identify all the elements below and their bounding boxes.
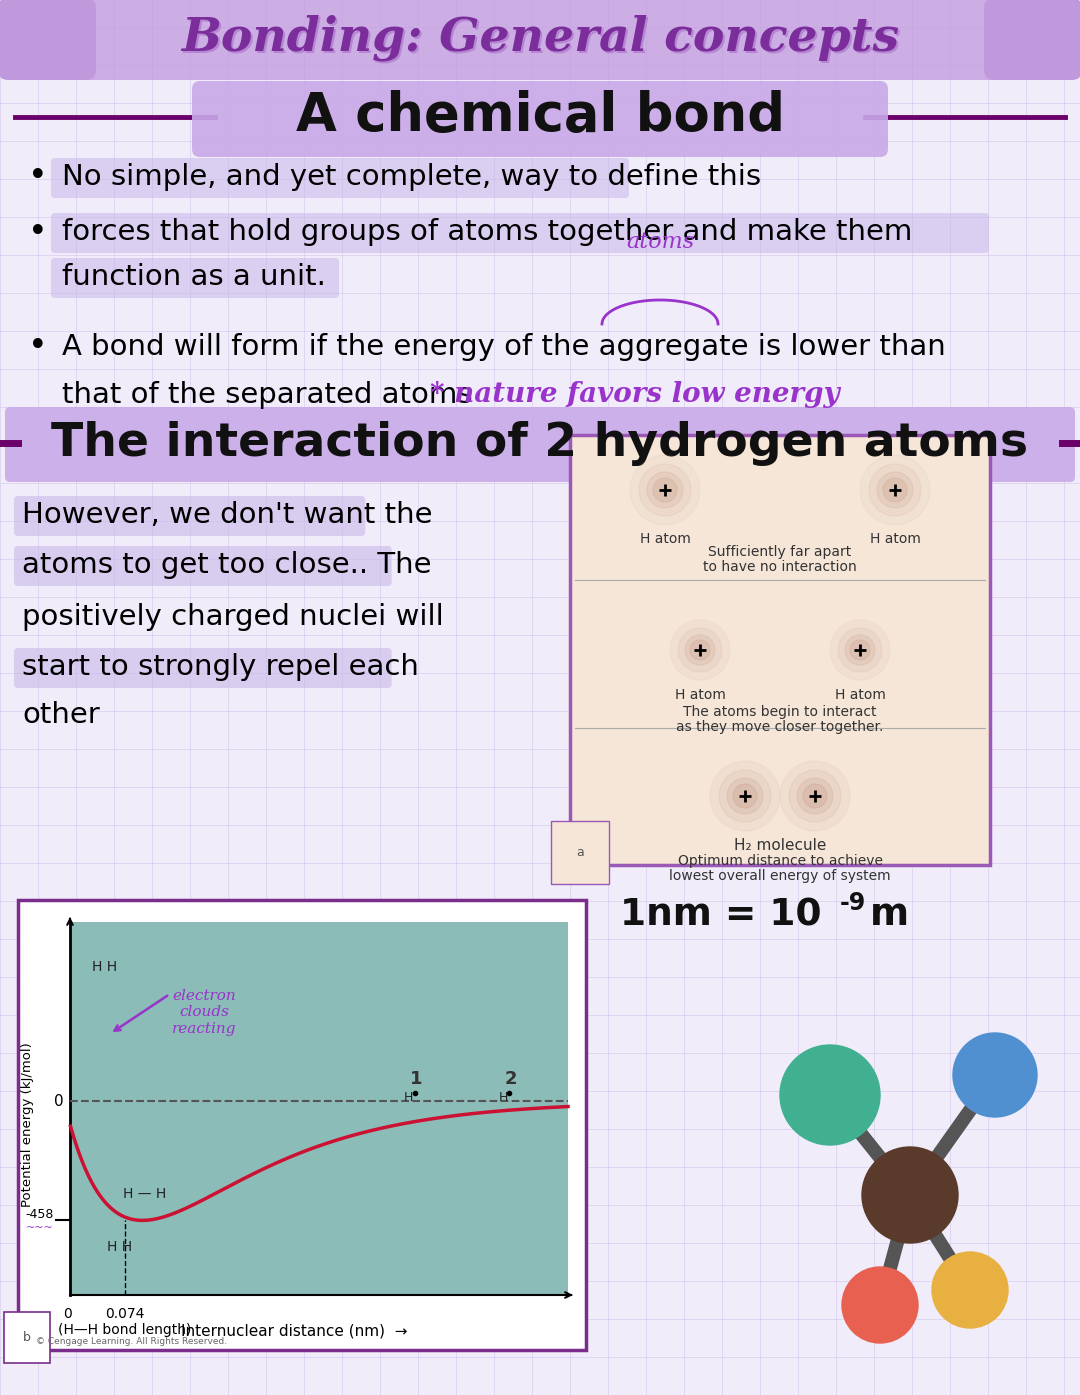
Text: A chemical bond: A chemical bond — [296, 91, 784, 142]
Text: © Cengage Learning. All Rights Reserved.: © Cengage Learning. All Rights Reserved. — [36, 1336, 227, 1346]
Circle shape — [710, 762, 780, 831]
Text: H atom: H atom — [835, 688, 886, 702]
Text: lowest overall energy of system: lowest overall energy of system — [670, 869, 891, 883]
Text: Optimum distance to achieve: Optimum distance to achieve — [677, 854, 882, 868]
Circle shape — [869, 465, 921, 516]
Circle shape — [953, 1034, 1037, 1117]
FancyBboxPatch shape — [192, 81, 888, 158]
Text: However, we don't want the: However, we don't want the — [22, 501, 432, 529]
FancyBboxPatch shape — [51, 213, 989, 252]
Text: start to strongly repel each: start to strongly repel each — [22, 653, 419, 681]
Circle shape — [690, 640, 710, 660]
Circle shape — [678, 628, 723, 672]
Circle shape — [804, 784, 827, 808]
Text: H: H — [404, 1091, 414, 1103]
FancyBboxPatch shape — [570, 435, 990, 865]
Circle shape — [647, 472, 683, 508]
Text: 0.074: 0.074 — [105, 1307, 145, 1321]
Text: A bond will form if the energy of the aggregate is lower than: A bond will form if the energy of the ag… — [62, 333, 946, 361]
Text: that of the separated atoms: that of the separated atoms — [62, 381, 473, 409]
Text: atoms to get too close.. The: atoms to get too close.. The — [22, 551, 432, 579]
Text: as they move closer together.: as they move closer together. — [676, 720, 883, 734]
Text: b: b — [23, 1331, 31, 1343]
Text: other: other — [22, 702, 99, 730]
Circle shape — [831, 619, 890, 679]
Text: ~~~: ~~~ — [26, 1223, 54, 1233]
Text: H atom: H atom — [869, 531, 920, 545]
FancyBboxPatch shape — [14, 649, 392, 688]
Text: -458: -458 — [26, 1208, 54, 1221]
Bar — [70, 922, 568, 1295]
Text: forces that hold groups of atoms together and make them: forces that hold groups of atoms togethe… — [62, 218, 913, 246]
Circle shape — [670, 619, 730, 679]
Circle shape — [845, 635, 875, 665]
Circle shape — [733, 784, 757, 808]
Text: •: • — [28, 215, 48, 248]
Text: to have no interaction: to have no interaction — [703, 559, 856, 573]
Circle shape — [862, 1147, 958, 1243]
Text: Internuclear distance (nm)  →: Internuclear distance (nm) → — [180, 1322, 407, 1338]
Text: H: H — [499, 1091, 508, 1103]
Circle shape — [797, 778, 833, 815]
Text: m: m — [870, 897, 909, 933]
Text: electron
clouds
reacting: electron clouds reacting — [172, 989, 237, 1035]
Text: Bonding: General concepts: Bonding: General concepts — [181, 15, 899, 61]
Circle shape — [932, 1251, 1008, 1328]
Circle shape — [842, 1267, 918, 1343]
Text: No simple, and yet complete, way to define this: No simple, and yet complete, way to defi… — [62, 163, 761, 191]
Text: H H: H H — [107, 1240, 133, 1254]
FancyBboxPatch shape — [14, 497, 365, 536]
Bar — [18, 900, 586, 1350]
Text: H H: H H — [92, 960, 118, 974]
Circle shape — [780, 762, 850, 831]
Text: 0: 0 — [63, 1307, 71, 1321]
FancyBboxPatch shape — [5, 407, 1075, 483]
Text: •: • — [28, 331, 48, 364]
Circle shape — [630, 455, 700, 525]
Circle shape — [719, 770, 771, 822]
Text: (H—H bond length): (H—H bond length) — [58, 1322, 191, 1336]
Text: 1nm = 10: 1nm = 10 — [620, 897, 822, 933]
Text: 2: 2 — [505, 1070, 517, 1088]
Text: Bonding: General concepts: Bonding: General concepts — [183, 17, 901, 63]
Circle shape — [685, 635, 715, 665]
Text: 1: 1 — [410, 1070, 423, 1088]
Text: atoms: atoms — [626, 232, 694, 252]
Circle shape — [789, 770, 841, 822]
Text: H atom: H atom — [639, 531, 690, 545]
Text: Potential energy (kJ/mol): Potential energy (kJ/mol) — [22, 1042, 35, 1208]
Circle shape — [639, 465, 691, 516]
FancyBboxPatch shape — [0, 0, 96, 80]
Text: * nature favors low energy: * nature favors low energy — [430, 381, 839, 409]
FancyBboxPatch shape — [50, 0, 1030, 80]
FancyBboxPatch shape — [14, 545, 392, 586]
FancyBboxPatch shape — [51, 158, 629, 198]
Text: H atom: H atom — [675, 688, 726, 702]
Text: H — H: H — H — [123, 1187, 166, 1201]
Text: Sufficiently far apart: Sufficiently far apart — [708, 545, 852, 559]
FancyBboxPatch shape — [984, 0, 1080, 80]
Circle shape — [780, 1045, 880, 1145]
Text: The interaction of 2 hydrogen atoms: The interaction of 2 hydrogen atoms — [52, 420, 1028, 466]
Text: H₂ molecule: H₂ molecule — [733, 838, 826, 852]
Circle shape — [653, 478, 677, 502]
Text: The atoms begin to interact: The atoms begin to interact — [684, 704, 877, 718]
Circle shape — [860, 455, 930, 525]
Circle shape — [850, 640, 870, 660]
Circle shape — [838, 628, 882, 672]
Text: positively charged nuclei will: positively charged nuclei will — [22, 603, 444, 631]
Text: •: • — [28, 160, 48, 194]
Text: function as a unit.: function as a unit. — [62, 264, 326, 292]
Text: 0: 0 — [54, 1094, 64, 1109]
Text: -9: -9 — [840, 891, 866, 915]
Circle shape — [877, 472, 913, 508]
Circle shape — [883, 478, 907, 502]
Text: a: a — [576, 845, 584, 859]
Circle shape — [727, 778, 762, 815]
FancyBboxPatch shape — [51, 258, 339, 299]
